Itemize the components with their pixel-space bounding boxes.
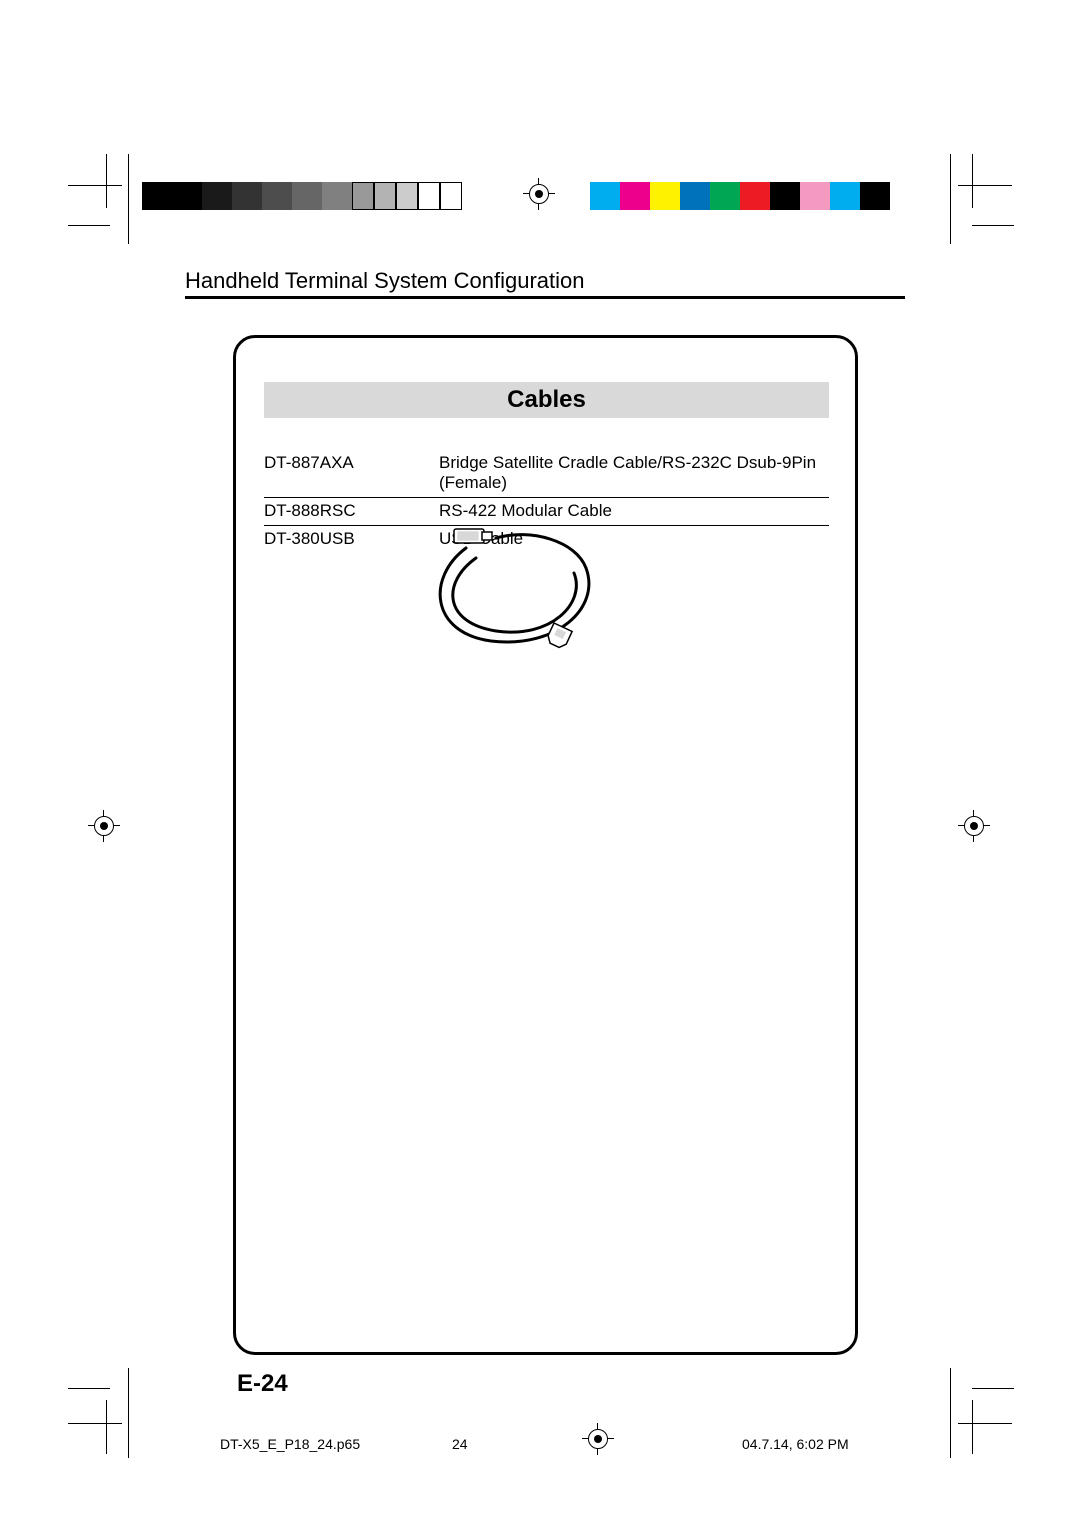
crop-mark [958,1423,1012,1424]
footer-datetime: 04.7.14, 6:02 PM [742,1436,849,1452]
crop-mark [68,1388,110,1389]
crop-mark [68,225,110,226]
content-frame: Cables DT-887AXA Bridge Satellite Cradle… [233,335,858,1355]
crop-mark [958,185,1012,186]
footer-page: 24 [452,1436,468,1452]
registration-target-icon [88,810,120,842]
cables-heading: Cables [264,382,829,418]
cable-code: DT-888RSC [264,501,439,521]
crop-mark [106,1400,107,1454]
crop-mark [68,185,122,186]
crop-mark [68,1423,122,1424]
cable-desc: RS-422 Modular Cable [439,501,829,521]
registration-target-icon [582,1423,614,1455]
page-number: E-24 [237,1370,288,1398]
cable-code: DT-380USB [264,529,439,549]
footer-filename: DT-X5_E_P18_24.p65 [220,1436,360,1452]
cable-desc: Bridge Satellite Cradle Cable/RS-232C Ds… [439,453,829,493]
cable-code: DT-887AXA [264,453,439,473]
crop-mark [972,1388,1014,1389]
usb-cable-icon [436,523,606,653]
table-row: DT-887AXA Bridge Satellite Cradle Cable/… [264,450,829,498]
registration-target-icon [958,810,990,842]
section-rule [185,296,905,299]
section-title: Handheld Terminal System Configuration [185,268,584,294]
crop-mark [972,225,1014,226]
table-row: DT-888RSC RS-422 Modular Cable [264,498,829,526]
registration-target-icon [523,178,555,210]
crop-mark [972,1400,973,1454]
crop-mark [128,154,129,244]
color-calibration-bar [590,182,890,210]
crop-mark [106,154,107,208]
crop-mark [128,1368,129,1458]
crop-mark [972,154,973,208]
crop-mark [950,154,951,244]
grayscale-calibration-bar [142,182,462,210]
crop-mark [950,1368,951,1458]
